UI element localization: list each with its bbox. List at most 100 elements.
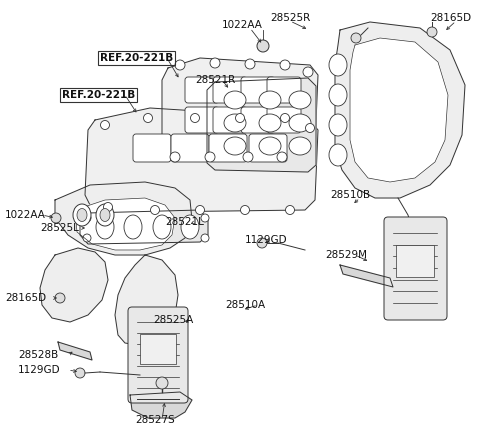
Ellipse shape	[289, 91, 311, 109]
Polygon shape	[130, 392, 192, 418]
Circle shape	[75, 368, 85, 378]
Circle shape	[191, 114, 200, 122]
Circle shape	[243, 152, 253, 162]
Circle shape	[286, 206, 295, 215]
FancyBboxPatch shape	[128, 307, 188, 403]
FancyBboxPatch shape	[185, 107, 219, 133]
Polygon shape	[75, 198, 175, 250]
Circle shape	[210, 58, 220, 68]
Polygon shape	[335, 22, 465, 198]
Text: 28525R: 28525R	[270, 13, 310, 23]
FancyBboxPatch shape	[171, 134, 209, 162]
Ellipse shape	[329, 84, 347, 106]
Ellipse shape	[224, 91, 246, 109]
Ellipse shape	[329, 114, 347, 136]
Circle shape	[170, 152, 180, 162]
Text: 1129GD: 1129GD	[18, 365, 60, 375]
FancyBboxPatch shape	[140, 334, 176, 364]
Ellipse shape	[224, 114, 246, 132]
Text: 28525L: 28525L	[40, 223, 79, 233]
Ellipse shape	[181, 215, 199, 239]
Circle shape	[257, 238, 267, 248]
Text: REF.20-221B: REF.20-221B	[62, 90, 135, 100]
FancyBboxPatch shape	[249, 134, 287, 162]
FancyBboxPatch shape	[396, 245, 434, 277]
Circle shape	[144, 114, 153, 122]
Circle shape	[236, 114, 244, 122]
FancyBboxPatch shape	[267, 77, 301, 103]
Circle shape	[245, 59, 255, 69]
Ellipse shape	[259, 137, 281, 155]
Ellipse shape	[224, 137, 246, 155]
Circle shape	[151, 206, 159, 215]
Text: 28165D: 28165D	[430, 13, 471, 23]
Circle shape	[83, 234, 91, 242]
Ellipse shape	[329, 54, 347, 76]
Circle shape	[201, 234, 209, 242]
Ellipse shape	[100, 208, 110, 222]
Circle shape	[280, 60, 290, 70]
Circle shape	[104, 202, 112, 211]
Polygon shape	[162, 58, 318, 160]
Circle shape	[351, 33, 361, 43]
Ellipse shape	[124, 215, 142, 239]
Text: 28510A: 28510A	[225, 300, 265, 310]
Polygon shape	[58, 342, 92, 360]
Ellipse shape	[329, 144, 347, 166]
Ellipse shape	[77, 208, 87, 222]
Circle shape	[195, 206, 204, 215]
Circle shape	[257, 40, 269, 52]
Ellipse shape	[73, 204, 91, 226]
Text: 28165D: 28165D	[5, 293, 46, 303]
Circle shape	[240, 206, 250, 215]
Ellipse shape	[153, 215, 171, 239]
Circle shape	[201, 214, 209, 222]
Ellipse shape	[259, 91, 281, 109]
Ellipse shape	[96, 215, 114, 239]
FancyBboxPatch shape	[185, 77, 219, 103]
FancyBboxPatch shape	[213, 107, 247, 133]
Polygon shape	[85, 108, 318, 212]
FancyBboxPatch shape	[267, 107, 301, 133]
Text: 28510B: 28510B	[330, 190, 370, 200]
Polygon shape	[80, 210, 208, 244]
FancyBboxPatch shape	[213, 77, 247, 103]
Circle shape	[83, 214, 91, 222]
Ellipse shape	[289, 114, 311, 132]
Text: 28521R: 28521R	[195, 75, 235, 85]
FancyBboxPatch shape	[133, 134, 171, 162]
FancyBboxPatch shape	[241, 77, 275, 103]
Text: 28527S: 28527S	[135, 415, 175, 425]
Circle shape	[277, 152, 287, 162]
Circle shape	[55, 293, 65, 303]
Circle shape	[205, 152, 215, 162]
Text: 1129GD: 1129GD	[245, 235, 288, 245]
Polygon shape	[350, 38, 448, 182]
Polygon shape	[55, 182, 192, 255]
Circle shape	[427, 27, 437, 37]
Text: 1022AA: 1022AA	[222, 20, 263, 30]
Circle shape	[175, 60, 185, 70]
Circle shape	[100, 121, 109, 130]
Ellipse shape	[289, 137, 311, 155]
Polygon shape	[40, 248, 108, 322]
FancyBboxPatch shape	[209, 134, 247, 162]
Text: 28521L: 28521L	[165, 217, 204, 227]
Circle shape	[305, 123, 314, 132]
Circle shape	[156, 377, 168, 389]
Circle shape	[303, 67, 313, 77]
Text: 28528B: 28528B	[18, 350, 58, 360]
Text: 28525A: 28525A	[153, 315, 193, 325]
FancyBboxPatch shape	[241, 107, 275, 133]
Ellipse shape	[259, 114, 281, 132]
Ellipse shape	[96, 204, 114, 226]
FancyBboxPatch shape	[384, 217, 447, 320]
Text: 1022AA: 1022AA	[5, 210, 46, 220]
Circle shape	[51, 213, 61, 223]
Circle shape	[280, 114, 289, 122]
Polygon shape	[340, 265, 393, 287]
Circle shape	[258, 41, 268, 51]
Polygon shape	[207, 78, 316, 172]
Text: REF.20-221B: REF.20-221B	[100, 53, 173, 63]
Polygon shape	[115, 255, 178, 345]
